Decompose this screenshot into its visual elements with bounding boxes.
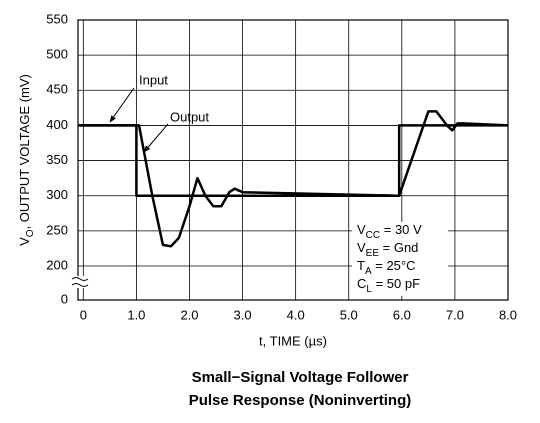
series-annotation: Output: [170, 109, 209, 124]
plot-frame: [77, 19, 509, 301]
condition: VCC = 30 V: [357, 222, 422, 240]
axis-break: [71, 277, 89, 287]
condition-rest: = 30 V: [380, 222, 422, 237]
y-tick-label: 500: [46, 47, 68, 62]
y-tick-label: 550: [46, 11, 68, 26]
annotation-arrow: [143, 123, 169, 153]
chart-title: Small−Signal Voltage Follower: [192, 369, 409, 386]
condition-rest: = 50 pF: [372, 276, 420, 291]
x-tick-label: 0: [80, 307, 87, 322]
condition-sub: EE: [366, 248, 380, 259]
x-tick-label: 3.0: [234, 307, 252, 322]
x-tick-label: 6.0: [393, 307, 411, 322]
y-label-rest: , OUTPUT VOLTAGE (mV): [17, 74, 32, 229]
x-tick-label: 8.0: [499, 307, 517, 322]
series-annotation: Input: [139, 72, 168, 87]
x-tick-label: 7.0: [446, 307, 464, 322]
x-axis-label: t, TIME (µs): [259, 333, 327, 348]
y-tick-label: 300: [46, 187, 68, 202]
condition-base: C: [357, 276, 366, 291]
condition: TA = 25°C: [357, 258, 416, 276]
y-axis-label: VO, OUTPUT VOLTAGE (mV): [17, 74, 35, 246]
y-tick-label: 0: [61, 291, 68, 306]
condition: CL = 50 pF: [357, 276, 420, 294]
y-tick-label: 450: [46, 82, 68, 97]
ticks: 0 1.0 2.0 3.0 4.0 5.0 6.0 7.0 8.0 0 200 250 300 350 40…: [46, 11, 517, 322]
y-label-sub: O: [25, 229, 36, 237]
x-tick-label: 4.0: [287, 307, 305, 322]
condition-rest: = Gnd: [379, 240, 418, 255]
lines: [78, 110, 509, 248]
condition-base: V: [357, 240, 366, 255]
condition: VEE = Gnd: [357, 240, 418, 258]
y-label-base: V: [17, 237, 32, 246]
condition-sub: CC: [366, 230, 380, 241]
series-line: [78, 110, 509, 248]
y-tick-label: 200: [46, 257, 68, 272]
y-tick-label: 250: [46, 222, 68, 237]
annotation-arrow: [109, 87, 135, 123]
conditions-box: [352, 222, 448, 296]
condition-sub: A: [365, 266, 372, 277]
chart-title: Pulse Response (Noninverting): [189, 392, 412, 409]
condition-base: V: [357, 222, 366, 237]
condition-base: T: [357, 258, 365, 273]
x-tick-label: 5.0: [340, 307, 358, 322]
y-tick-label: 350: [46, 152, 68, 167]
axis-break-mask: [66, 276, 86, 288]
condition-rest: = 25°C: [372, 258, 416, 273]
x-tick-label: 1.0: [127, 307, 145, 322]
y-tick-label: 400: [46, 117, 68, 132]
condition-sub: L: [366, 284, 372, 295]
x-tick-label: 2.0: [180, 307, 198, 322]
